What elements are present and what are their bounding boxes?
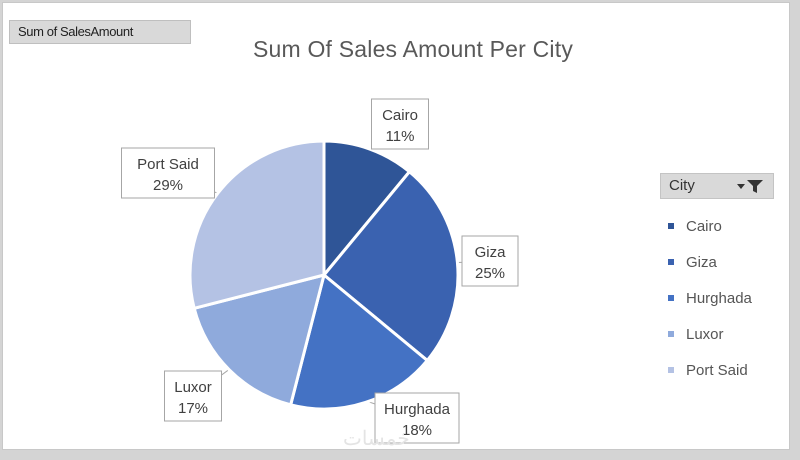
data-label-category: Cairo	[382, 107, 418, 124]
data-label-percent: 18%	[402, 422, 432, 439]
data-label-port-said: Port Said 29%	[121, 147, 215, 199]
legend: Cairo Giza Hurghada Luxor Port Said	[668, 208, 752, 388]
pie-slice-giza[interactable]	[321, 169, 460, 363]
legend-filter-button[interactable]: City	[660, 173, 774, 199]
legend-swatch	[668, 295, 674, 301]
data-label-luxor: Luxor 17%	[164, 370, 222, 422]
data-label-percent: 25%	[475, 265, 505, 282]
legend-swatch	[668, 259, 674, 265]
data-label-percent: 17%	[178, 400, 208, 417]
data-label-category: Luxor	[174, 379, 212, 396]
legend-item-cairo[interactable]: Cairo	[668, 208, 752, 244]
filter-dropdown-icon	[737, 180, 763, 193]
legend-swatch	[668, 223, 674, 229]
pie-slice-cairo[interactable]	[322, 139, 412, 280]
legend-swatch	[668, 367, 674, 373]
data-label-category: Hurghada	[384, 401, 451, 418]
watermark: خمسات	[343, 428, 410, 450]
pie-slice-hurghada[interactable]	[288, 272, 430, 411]
data-label-hurghada: Hurghada 18%	[374, 392, 460, 444]
pie-chart: Cairo 11% Giza 25% Hurghada 18% Luxor 17% Port S…	[121, 98, 519, 444]
legend-swatch	[668, 331, 674, 337]
pie-slice-port-said[interactable]	[188, 139, 326, 311]
data-label-giza: Giza 25%	[461, 235, 519, 287]
data-label-category: Port Said	[137, 156, 199, 173]
legend-label: Cairo	[686, 217, 722, 235]
legend-label: Port Said	[686, 361, 748, 379]
data-label-percent: 29%	[153, 177, 183, 194]
legend-title: City	[669, 177, 695, 194]
legend-item-giza[interactable]: Giza	[668, 244, 752, 280]
legend-label: Luxor	[686, 325, 724, 343]
legend-item-luxor[interactable]: Luxor	[668, 316, 752, 352]
chart-area: Sum of SalesAmount Sum Of Sales Amount P…	[2, 2, 790, 450]
pie-slice-luxor[interactable]	[192, 272, 327, 407]
legend-label: Giza	[686, 253, 717, 271]
data-label-cairo: Cairo 11%	[371, 98, 429, 150]
legend-label: Hurghada	[686, 289, 752, 307]
legend-item-port-said[interactable]: Port Said	[668, 352, 752, 388]
chart-title: Sum Of Sales Amount Per City	[252, 36, 574, 62]
legend-item-hurghada[interactable]: Hurghada	[668, 280, 752, 316]
value-field-button[interactable]: Sum of SalesAmount	[9, 20, 191, 44]
data-label-category: Giza	[475, 244, 507, 261]
data-label-percent: 11%	[386, 128, 415, 145]
